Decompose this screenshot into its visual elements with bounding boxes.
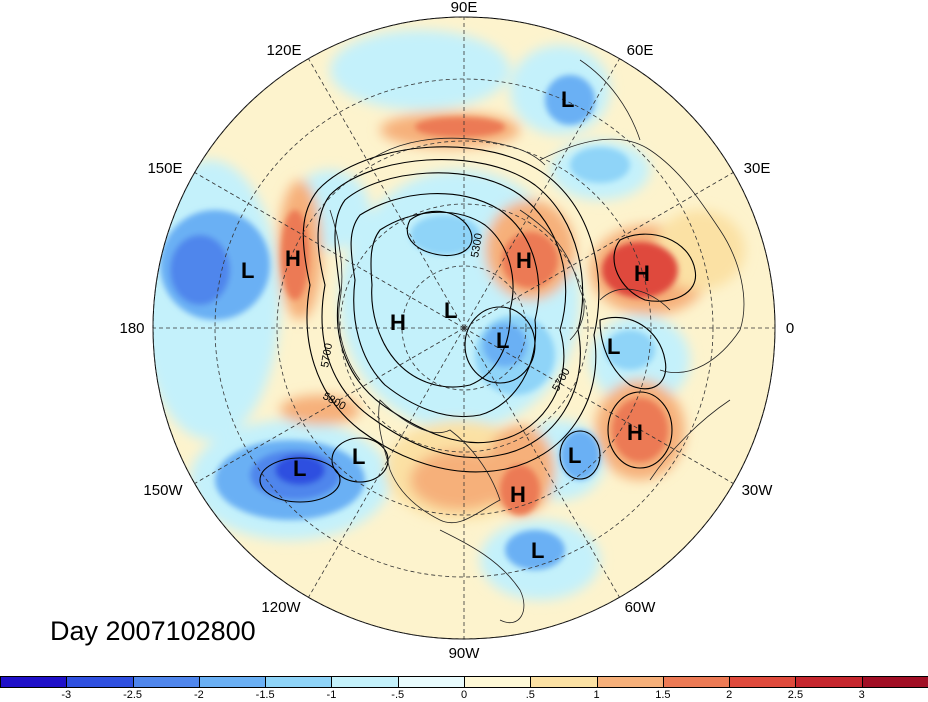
graticule <box>153 17 775 639</box>
contour-label: 5300 <box>469 232 485 258</box>
anomaly-field: 5300 5700 5800 5700 L L H H H L L H L L … <box>153 17 775 639</box>
pressure-center-low: L <box>561 87 574 112</box>
pressure-center-low: L <box>293 456 306 481</box>
colorbar-segment <box>132 676 200 688</box>
colorbar-segment <box>265 676 333 688</box>
pressure-center-low: L <box>568 443 581 468</box>
colorbar-segment <box>662 676 731 688</box>
longitude-labels: 90E 60E 30E 0 30W 60W 90W 120W 150W 180 … <box>119 0 794 662</box>
lon-label-180: 180 <box>119 320 144 337</box>
colorbar-tick-label: -1 <box>326 689 337 701</box>
colorbar-tick-label: -2.5 <box>123 689 143 701</box>
lon-label-90e: 90E <box>451 0 478 16</box>
pressure-center-high: H <box>285 246 301 271</box>
lon-label-0: 0 <box>786 320 794 337</box>
pressure-center-low: L <box>241 258 254 283</box>
pressure-center-high: H <box>627 420 643 445</box>
pressure-centers: L L H H H L L H L L H L L H L L <box>241 87 650 563</box>
lon-label-30w: 30W <box>742 482 774 499</box>
colorbar-segment <box>198 676 267 688</box>
colorbar-segment <box>331 676 399 688</box>
colorbar-segment <box>530 676 598 688</box>
coastlines <box>329 59 745 623</box>
colorbar: -3 -2.5 -2 -1.5 -1 -.5 0 .5 1 1.5 2 2.5 3 <box>0 676 928 702</box>
colorbar-segment <box>795 676 863 688</box>
lon-label-60w: 60W <box>625 599 657 616</box>
colorbar-tick-label: .5 <box>525 689 535 701</box>
colorbar-segment <box>861 676 928 688</box>
colorbar-tick-label: -2 <box>193 689 204 701</box>
colorbar-tick-label: 3 <box>858 689 865 701</box>
colorbar-tick-label: 2 <box>726 689 733 701</box>
lon-label-30e: 30E <box>744 160 771 177</box>
lon-label-150e: 150E <box>147 160 182 177</box>
lon-label-120w: 120W <box>261 599 301 616</box>
colorbar-segment <box>66 676 134 688</box>
lon-label-150w: 150W <box>143 482 183 499</box>
colorbar-segment <box>596 676 664 688</box>
colorbar-segment <box>729 676 797 688</box>
pressure-center-low: L <box>444 298 457 323</box>
pressure-center-high: H <box>516 248 532 273</box>
pressure-center-low: L <box>352 444 365 469</box>
pressure-center-high: H <box>634 261 650 286</box>
colorbar-tick-label: 1.5 <box>655 689 671 701</box>
colorbar-segment <box>0 676 68 688</box>
pressure-center-low: L <box>496 328 509 353</box>
colorbar-tick-label: -3 <box>61 689 72 701</box>
height-contours <box>259 146 697 503</box>
edge-ring <box>152 16 776 640</box>
lon-label-120e: 120E <box>266 42 301 59</box>
colorbar-tick-label: -.5 <box>391 689 405 701</box>
contour-label: 5700 <box>319 342 335 368</box>
polar-map: 5300 5700 5800 5700 L L H H H L L H L L … <box>119 0 794 662</box>
colorbar-tick-label: 2.5 <box>787 689 804 701</box>
colorbar-tick-label: 0 <box>460 689 468 701</box>
lon-label-60e: 60E <box>627 42 654 59</box>
colorbar-segment <box>464 676 532 688</box>
pressure-center-high: H <box>390 310 406 335</box>
pressure-center-high: H <box>510 482 526 507</box>
colorbar-segment <box>397 676 465 688</box>
pressure-center-low: L <box>531 538 544 563</box>
colorbar-tick-label: -1.5 <box>255 689 275 701</box>
date-label: Day 2007102800 <box>50 616 256 646</box>
colorbar-tick-label: 1 <box>593 689 600 701</box>
lon-label-90w: 90W <box>449 645 481 662</box>
pressure-center-low: L <box>607 334 620 359</box>
